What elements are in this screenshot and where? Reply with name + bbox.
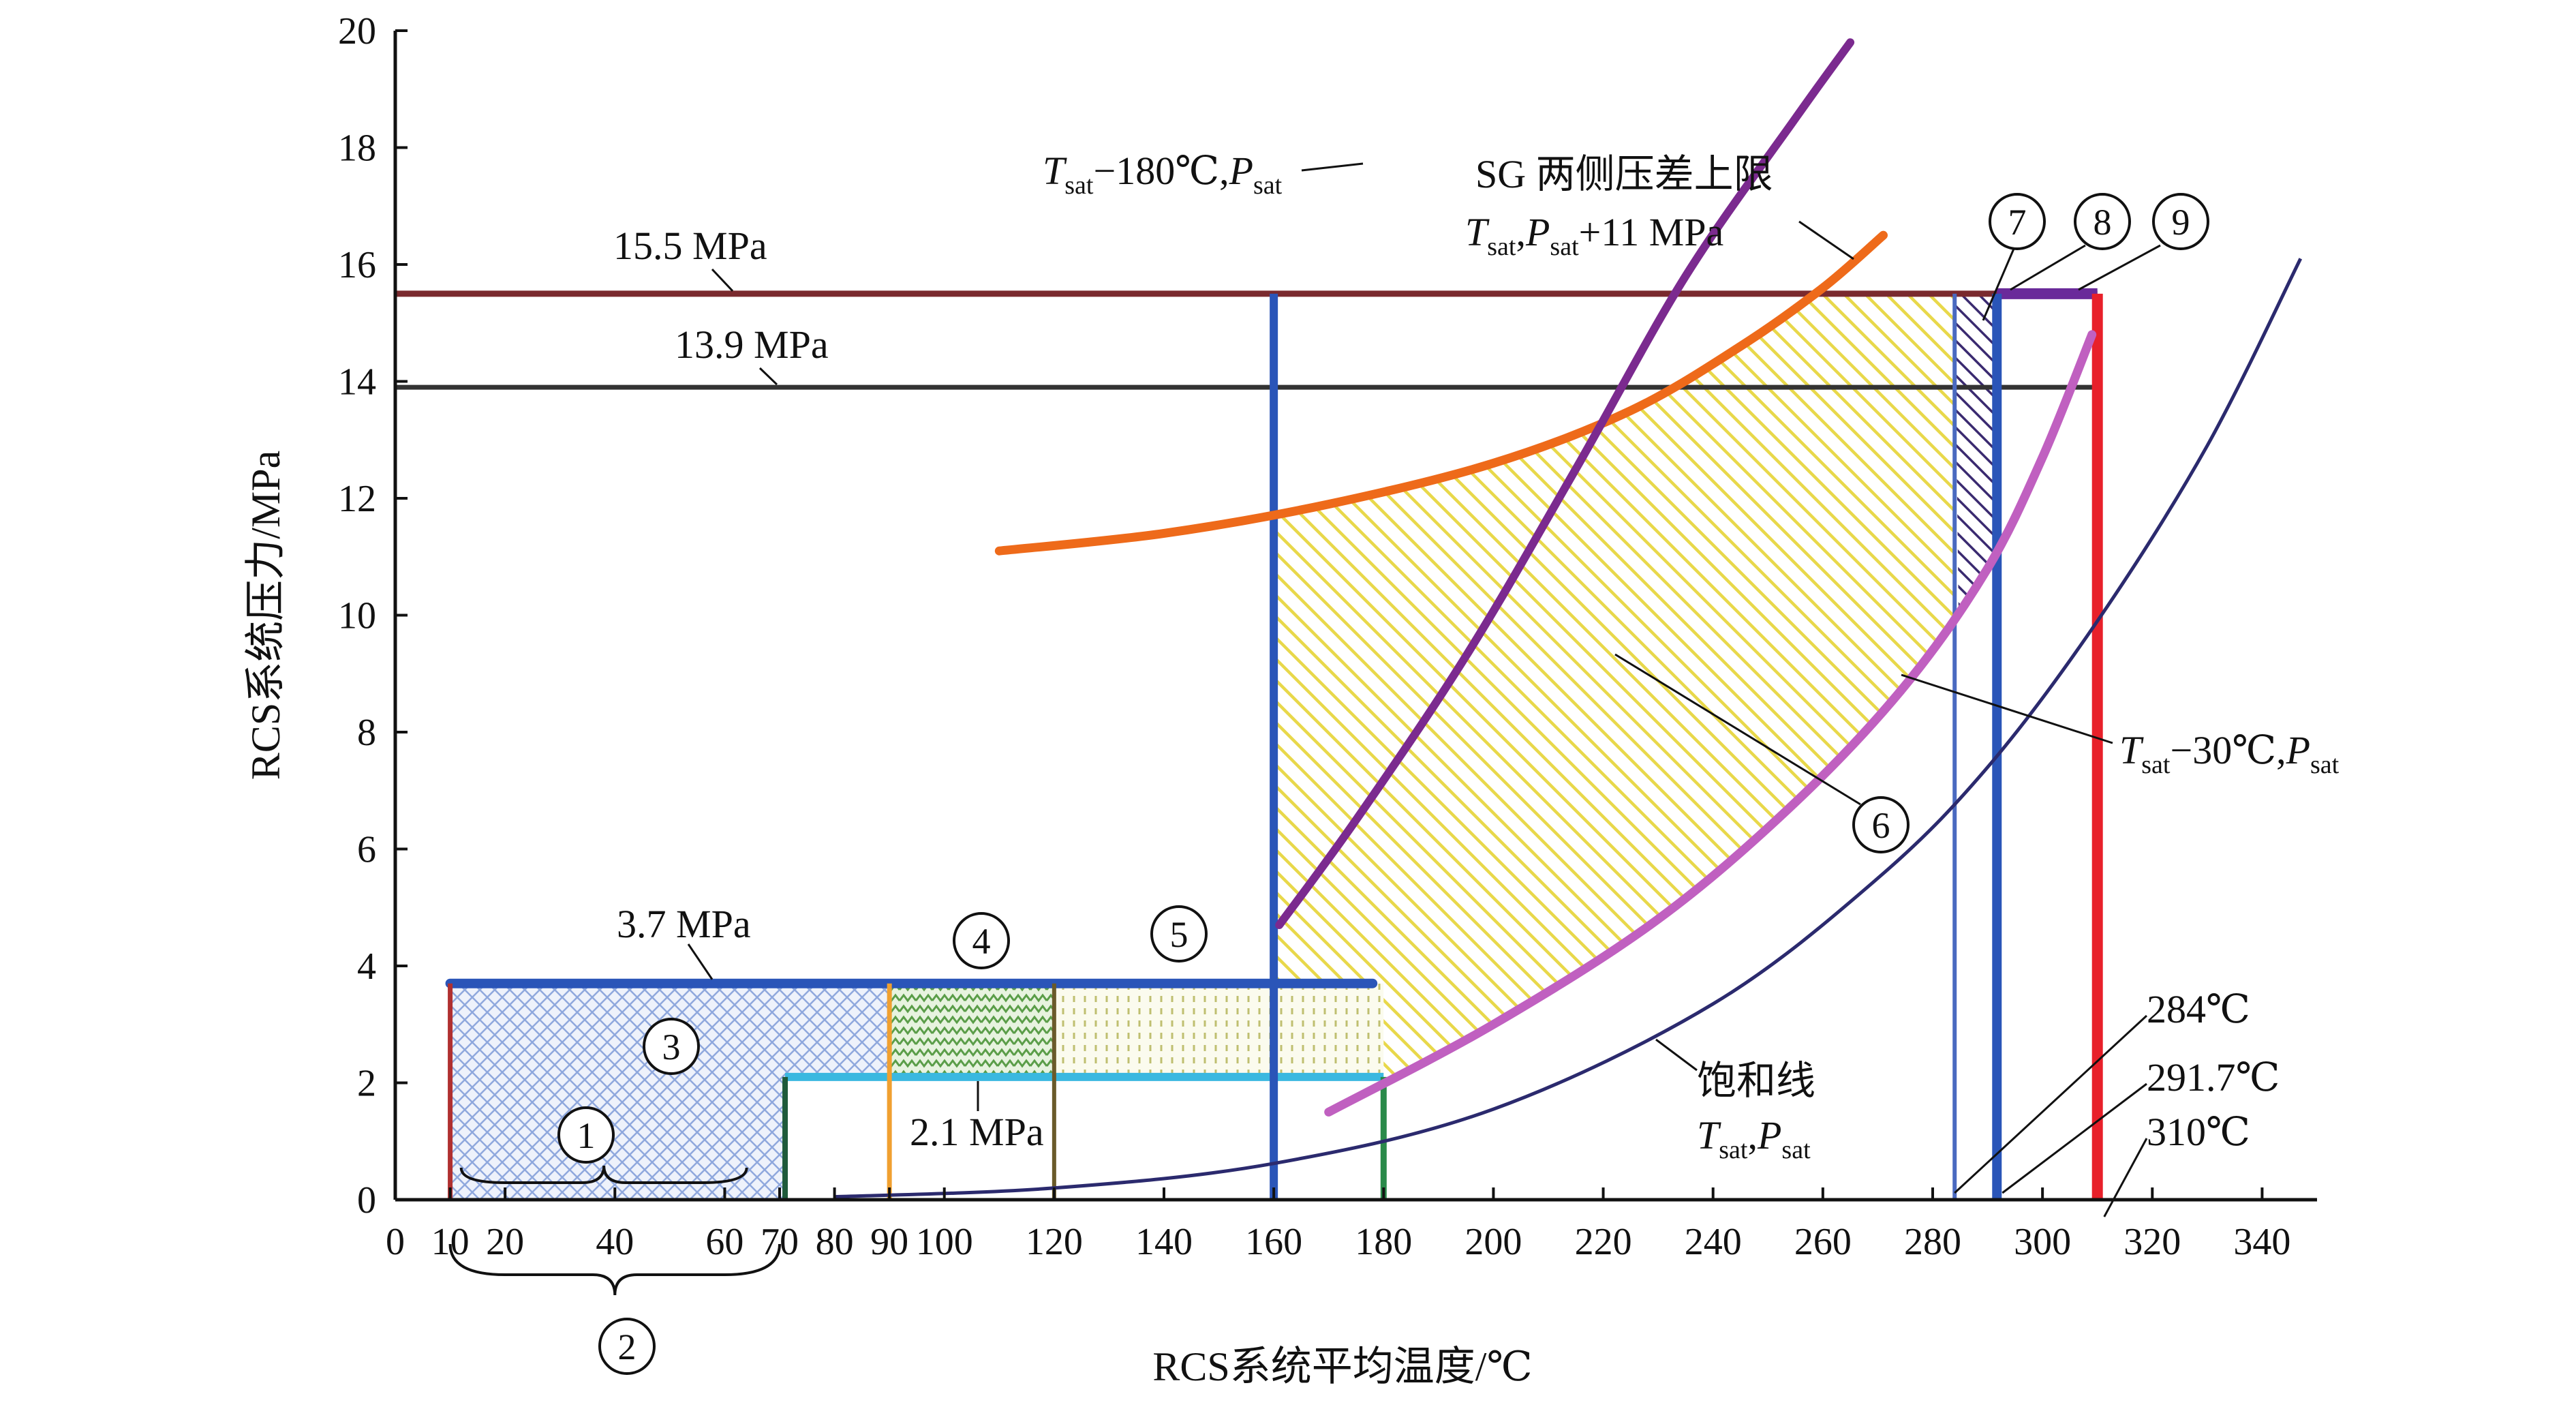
x-tick-label: 320 xyxy=(2123,1221,2181,1263)
region-label-5: 5 xyxy=(1170,914,1189,955)
leader-region-8 xyxy=(2010,244,2086,291)
x-tick-label: 40 xyxy=(596,1221,634,1263)
region-label-3-circle xyxy=(643,1018,700,1075)
x-tick-label: 160 xyxy=(1245,1221,1302,1263)
label-291-7c: 291.7℃ xyxy=(2147,1055,2280,1100)
x-tick-label: 280 xyxy=(1904,1221,1961,1263)
label-2-1-mpa: 2.1 MPa xyxy=(910,1110,1044,1154)
region-7-fill xyxy=(1954,293,1997,610)
label-284c: 284℃ xyxy=(2147,987,2250,1031)
y-tick-label: 12 xyxy=(338,478,376,520)
label-sg-dp-limit: Tsat,Psat+11 MPa xyxy=(1465,210,1723,261)
label-15-5-mpa: 15.5 MPa xyxy=(613,224,767,268)
leader-tsat-minus-180 xyxy=(1301,162,1364,172)
x-tick-label: 80 xyxy=(816,1221,854,1263)
region-5-fill xyxy=(1054,983,1384,1077)
axes: 0 10 20 40 60 70 80 90 100 120 140 160 180 200 220 240 2… xyxy=(243,10,2317,1389)
leader-3-7-mpa xyxy=(687,943,714,980)
curve-saturation xyxy=(834,258,2303,1199)
y-tick-label: 14 xyxy=(338,361,376,404)
region-label-7-circle xyxy=(1989,193,2046,250)
leader-region-9 xyxy=(2078,244,2161,291)
x-tick-label: 90 xyxy=(870,1221,908,1263)
region-label-9: 9 xyxy=(2172,202,2190,243)
x-tick-label: 120 xyxy=(1026,1221,1083,1263)
x-tick-label: 70 xyxy=(761,1221,799,1263)
y-tick-label: 20 xyxy=(338,10,376,52)
label-saturation-title: 饱和线 xyxy=(1697,1059,1815,1103)
y-tick-label: 16 xyxy=(338,244,376,286)
region-label-5-circle xyxy=(1150,905,1208,963)
y-tick-label: 10 xyxy=(338,595,376,637)
x-tick-label: 260 xyxy=(1794,1221,1852,1263)
y-tick-label: 0 xyxy=(357,1179,376,1222)
y-tick-label: 18 xyxy=(338,127,376,170)
y-axis-title: RCS系统压力/MPa xyxy=(243,451,288,780)
region-label-4: 4 xyxy=(972,921,991,962)
y-tick-label: 8 xyxy=(357,712,376,754)
leader-tsat-minus-30 xyxy=(1901,673,2113,744)
region-label-8: 8 xyxy=(2094,202,2112,243)
region-label-7: 7 xyxy=(2008,202,2027,243)
label-3-7-mpa: 3.7 MPa xyxy=(617,902,751,946)
x-tick-label: 180 xyxy=(1355,1221,1412,1263)
leader-284c xyxy=(1954,1014,2148,1194)
leader-310c xyxy=(2103,1138,2148,1217)
leader-region-7 xyxy=(1982,248,2015,321)
leader-15-5-mpa xyxy=(711,268,734,292)
x-tick-label: 240 xyxy=(1685,1221,1742,1263)
x-tick-label: 20 xyxy=(486,1221,524,1263)
x-axis-title: RCS系统平均温度/℃ xyxy=(1152,1344,1532,1389)
region-6-fill xyxy=(1274,293,1955,1083)
region-label-2: 2 xyxy=(618,1327,637,1367)
curve-tsat-minus-180 xyxy=(1275,38,1855,929)
x-tick-label: 200 xyxy=(1465,1221,1522,1263)
region-label-4-circle xyxy=(953,912,1010,969)
y-tick-label: 6 xyxy=(357,829,376,871)
region-label-2-circle xyxy=(598,1318,656,1375)
region-label-9-circle xyxy=(2152,193,2209,250)
region-label-6-circle xyxy=(1852,796,1910,853)
region-label-8-circle xyxy=(2074,193,2131,250)
region-label-6: 6 xyxy=(1872,805,1890,846)
region-label-1: 1 xyxy=(577,1115,596,1156)
x-tick-label: 340 xyxy=(2233,1221,2290,1263)
x-tick-label: 140 xyxy=(1135,1221,1193,1263)
x-tick-label: 300 xyxy=(2014,1221,2071,1263)
y-tick-label: 4 xyxy=(357,945,376,988)
label-tsat-minus-180: Tsat−180℃,Psat xyxy=(1043,149,1283,200)
bracket-region-1 xyxy=(459,1165,748,1184)
label-13-9-mpa: 13.9 MPa xyxy=(675,322,829,367)
x-tick-label: 60 xyxy=(705,1221,743,1263)
curve-sg-dp-limit xyxy=(994,230,1888,556)
y-ticks: 0 2 4 6 8 10 12 14 16 18 20 xyxy=(338,10,408,1222)
annotations: Tsat−180℃,Psat SG 两侧压差上限 Tsat,Psat+11 MPa T… xyxy=(448,149,2340,1375)
leader-13-9-mpa xyxy=(758,367,778,386)
leader-region-6 xyxy=(1614,653,1861,806)
region-3-fill xyxy=(450,983,890,1200)
region-4-fill xyxy=(889,983,1054,1077)
x-tick-label: 220 xyxy=(1575,1221,1632,1263)
leader-sg-dp-limit xyxy=(1798,220,1854,260)
label-tsat-minus-30: Tsat−30℃,Psat xyxy=(2119,728,2340,779)
y-tick-label: 2 xyxy=(357,1063,376,1105)
chart-marks xyxy=(395,38,2303,1200)
curve-tsat-minus-30 xyxy=(1324,330,2097,1117)
leader-291-7c xyxy=(2002,1082,2147,1194)
x-ticks: 0 10 20 40 60 70 80 90 100 120 140 160 180 200 220 240 2… xyxy=(386,1187,2290,1263)
region-label-3: 3 xyxy=(662,1027,681,1067)
label-sg-dp-title: SG 两侧压差上限 xyxy=(1475,152,1773,196)
x-tick-label: 100 xyxy=(916,1221,973,1263)
x-tick-label: 10 xyxy=(431,1221,470,1263)
label-saturation: Tsat,Psat xyxy=(1697,1113,1811,1164)
leader-saturation xyxy=(1655,1038,1698,1072)
region-label-1-circle xyxy=(557,1106,615,1164)
bracket-region-2 xyxy=(448,1243,781,1296)
x-tick-label: 0 xyxy=(386,1221,405,1263)
label-310c: 310℃ xyxy=(2147,1110,2250,1154)
